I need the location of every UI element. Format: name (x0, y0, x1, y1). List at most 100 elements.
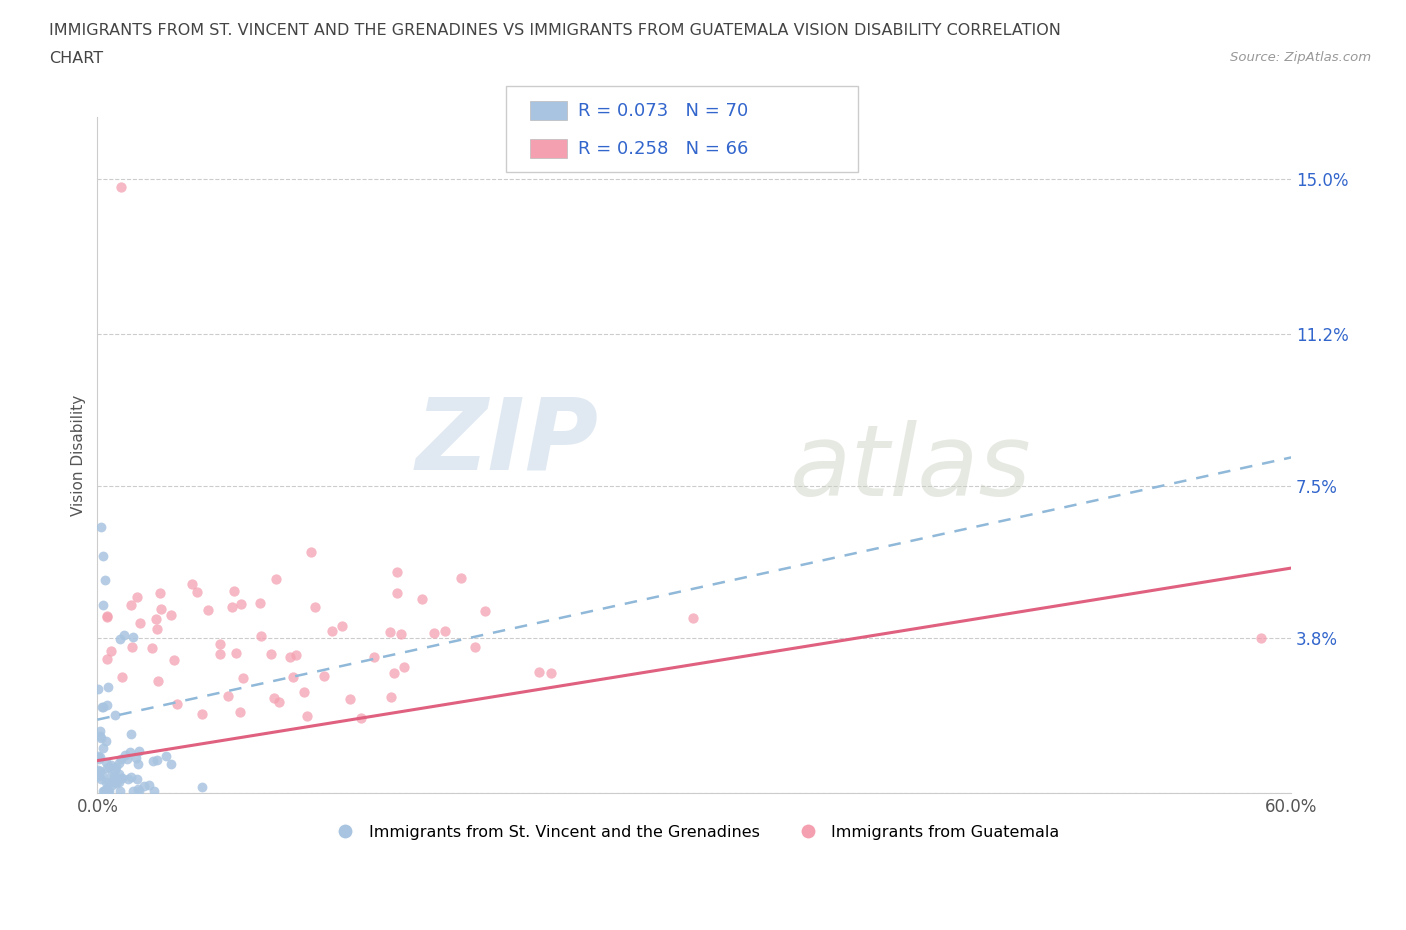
Point (93, 784, 115, 799)
Point (127, 771, 149, 786)
Point (264, 571, 287, 586)
Point (464, 640, 486, 655)
Point (117, 751, 139, 766)
Point (89, 764, 111, 778)
Point (145, 621, 167, 636)
Point (423, 626, 446, 641)
Point (100, 758, 122, 773)
FancyBboxPatch shape (530, 101, 567, 120)
Point (87, 749, 110, 764)
Y-axis label: Vision Disability: Vision Disability (72, 394, 86, 516)
Point (321, 624, 343, 639)
Point (332, 618, 354, 633)
Point (208, 636, 231, 651)
Point (114, 748, 136, 763)
Point (284, 647, 307, 662)
Point (148, 673, 170, 688)
Point (90, 699, 112, 714)
Point (155, 749, 177, 764)
Point (96, 761, 118, 776)
Point (125, 590, 148, 604)
Point (90, 730, 112, 745)
Point (163, 652, 186, 667)
Point (228, 705, 250, 720)
Point (96, 698, 118, 712)
Point (101, 777, 124, 792)
Point (249, 595, 271, 610)
Point (91, 740, 114, 755)
Point (104, 707, 127, 722)
Text: R = 0.073   N = 70: R = 0.073 N = 70 (578, 101, 748, 120)
Point (540, 665, 562, 680)
Point (142, 754, 165, 769)
Point (411, 592, 433, 607)
Point (100, 644, 122, 658)
Point (97, 783, 120, 798)
Point (149, 585, 172, 600)
Point (110, 752, 132, 767)
Point (181, 577, 204, 591)
Point (232, 671, 254, 686)
Point (191, 779, 214, 794)
Point (103, 763, 125, 777)
Point (121, 727, 143, 742)
Point (363, 650, 385, 665)
Point (87, 763, 110, 777)
FancyBboxPatch shape (530, 140, 567, 158)
Point (312, 669, 335, 684)
Point (110, 631, 132, 646)
Point (97, 680, 120, 695)
Point (160, 607, 183, 622)
Point (100, 769, 122, 784)
Point (128, 744, 150, 759)
Point (474, 604, 496, 618)
Point (128, 784, 150, 799)
Point (141, 640, 163, 655)
Point (250, 629, 273, 644)
Point (389, 626, 412, 641)
Text: atlas: atlas (790, 420, 1032, 517)
Point (120, 745, 142, 760)
Point (529, 664, 551, 679)
Point (87, 682, 110, 697)
Point (97, 784, 120, 799)
Point (186, 584, 208, 599)
Point (93, 784, 115, 799)
Point (378, 624, 401, 639)
Text: R = 0.258   N = 66: R = 0.258 N = 66 (578, 140, 748, 158)
Point (283, 670, 305, 684)
Point (117, 771, 139, 786)
Point (121, 640, 143, 655)
Point (90, 772, 112, 787)
Point (96, 608, 118, 623)
Point (197, 603, 219, 618)
Point (304, 600, 326, 615)
Point (103, 774, 125, 789)
Point (146, 752, 169, 767)
Text: ZIP: ZIP (416, 393, 599, 490)
Point (1250, 631, 1272, 645)
Point (221, 600, 243, 615)
Point (217, 688, 239, 703)
Point (209, 647, 232, 662)
Point (98, 776, 121, 790)
Point (111, 670, 134, 684)
FancyBboxPatch shape (506, 86, 858, 172)
Point (224, 583, 246, 598)
Point (121, 630, 143, 644)
Point (385, 565, 408, 579)
Point (96, 651, 118, 666)
Point (91, 699, 114, 714)
Point (94, 781, 117, 796)
Point (350, 711, 373, 725)
Point (91, 549, 114, 564)
Text: CHART: CHART (49, 51, 103, 66)
Point (339, 691, 361, 706)
Point (107, 766, 129, 781)
Point (132, 779, 155, 794)
Point (278, 649, 301, 664)
Point (96, 784, 118, 799)
Point (127, 757, 149, 772)
Point (299, 544, 322, 559)
Point (149, 602, 172, 617)
